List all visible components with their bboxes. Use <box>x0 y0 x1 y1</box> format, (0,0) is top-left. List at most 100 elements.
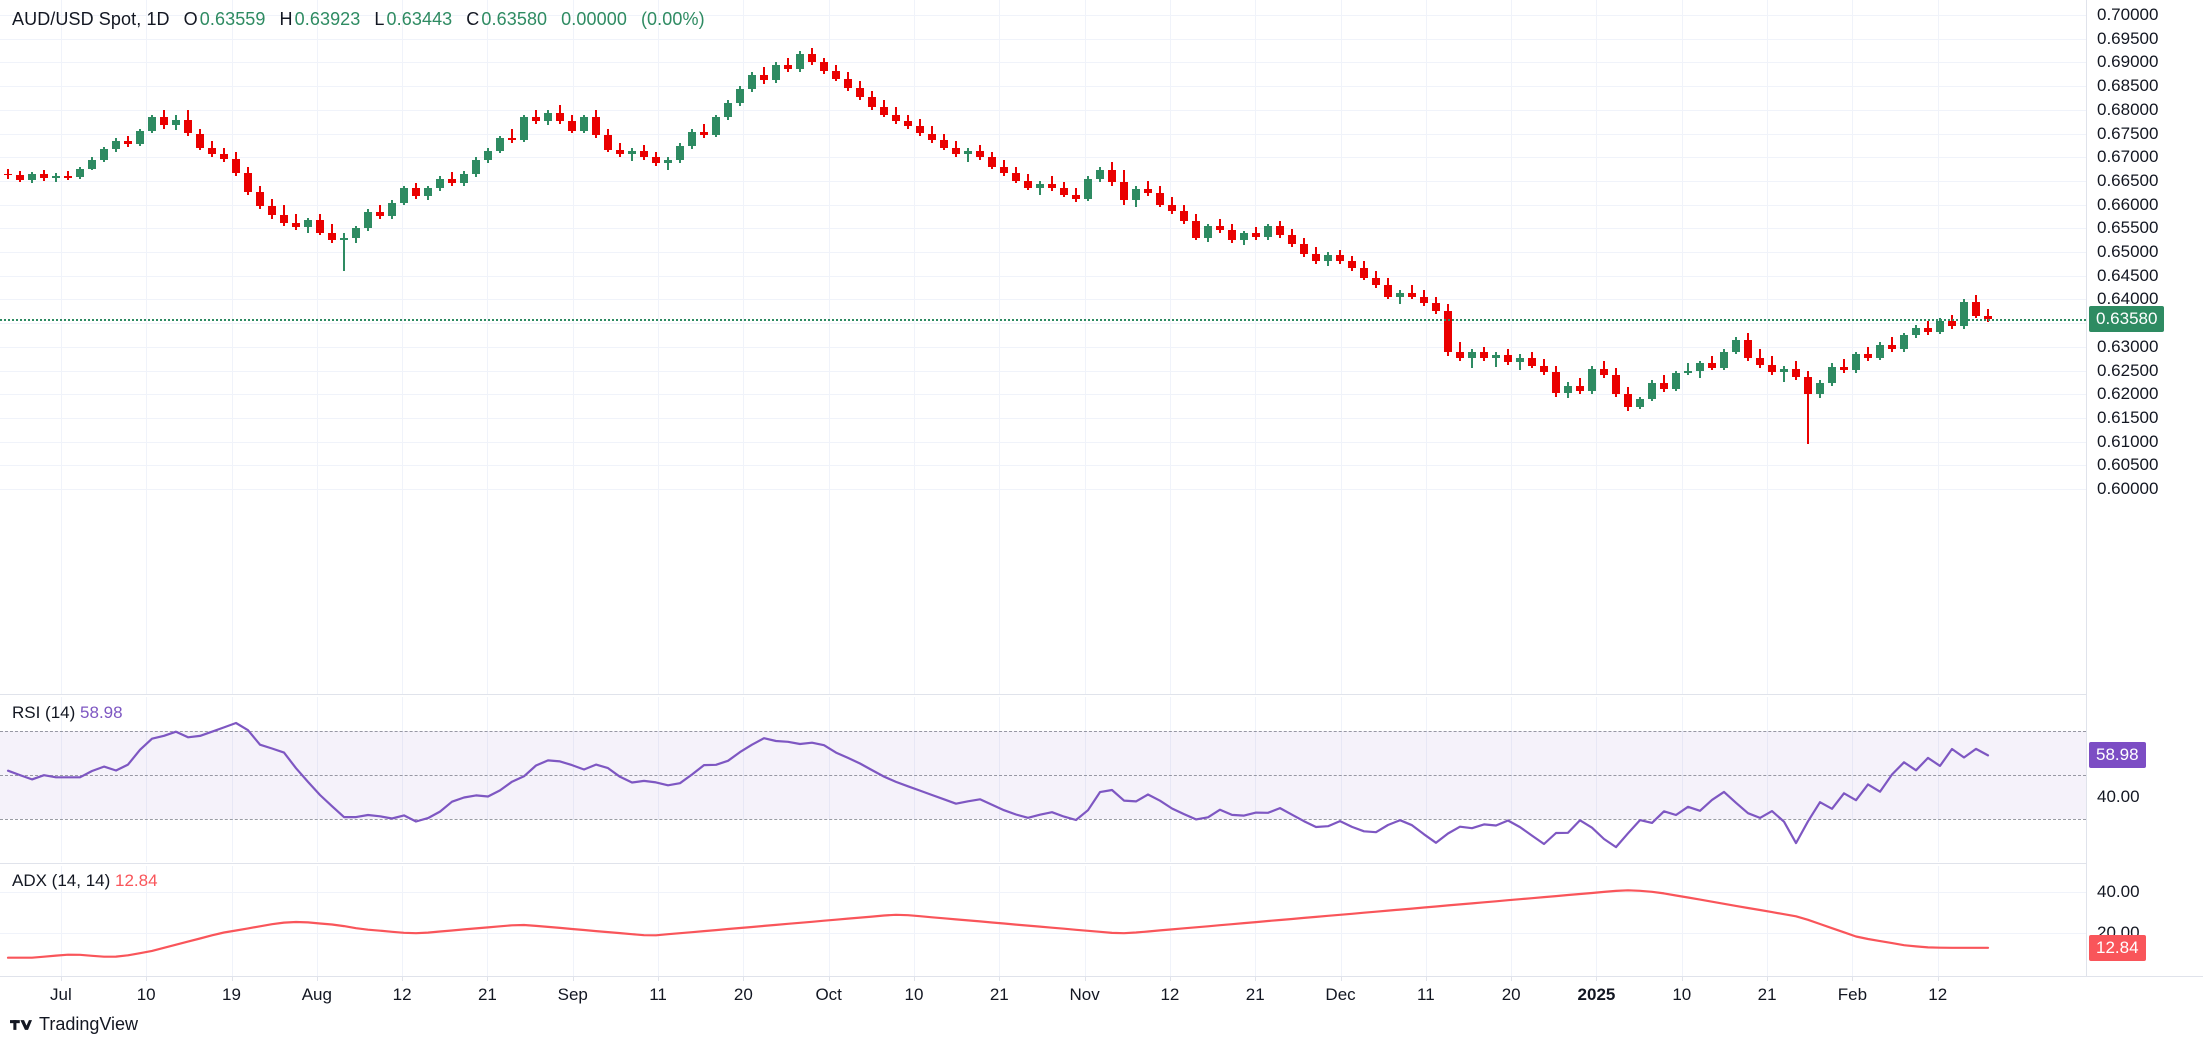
candle-body <box>1324 254 1332 261</box>
time-axis-tick <box>1255 977 1256 981</box>
candle-body <box>1840 366 1848 371</box>
candle-wick <box>511 128 513 143</box>
price-axis-label: 0.62000 <box>2097 384 2159 404</box>
gridline <box>829 0 830 694</box>
candle-wick <box>343 233 345 271</box>
candle-wick <box>535 109 537 125</box>
candle-wick <box>295 214 297 231</box>
price-axis-label: 0.66000 <box>2097 194 2159 214</box>
candle-body <box>256 192 264 207</box>
current-price-line <box>0 319 2086 322</box>
candle-body <box>916 125 924 134</box>
candle-body <box>508 138 516 141</box>
gridline <box>1682 0 1683 694</box>
candle-body <box>1540 365 1548 373</box>
gridline <box>61 697 62 862</box>
candle-body <box>208 147 216 155</box>
candle-body <box>832 70 840 79</box>
candle-wick <box>1411 285 1413 300</box>
candle-body <box>1168 204 1176 212</box>
candle-body <box>16 175 24 180</box>
adx-value-badge[interactable]: 12.84 <box>2089 934 2146 961</box>
time-axis-tick <box>1596 977 1597 981</box>
candle-body <box>616 149 624 155</box>
gridline <box>0 133 2086 135</box>
time-axis[interactable]: Jul 10 19 Aug 12 21 Sep 11 20 Oct 10 21 Nov 12 21 Dec 11… <box>0 977 2203 1010</box>
candle-body <box>1336 254 1344 262</box>
gridline <box>0 180 2086 182</box>
high-value: 0.63923 <box>294 9 361 29</box>
candle-body <box>196 133 204 148</box>
candle-body <box>1912 327 1920 336</box>
tradingview-wordmark: TradingView <box>39 1014 139 1034</box>
candle-body <box>880 106 888 115</box>
gridline <box>0 15 2086 16</box>
candle-body <box>472 160 480 175</box>
candle-body <box>736 88 744 104</box>
adx-line-series <box>6 889 1990 959</box>
candle-wick <box>967 147 969 162</box>
gridline <box>1426 697 1427 862</box>
time-axis-label: Oct <box>815 985 842 1004</box>
candle-body <box>1924 327 1932 332</box>
tradingview-logo[interactable]: TradingView <box>10 1014 138 1035</box>
candle-body <box>952 147 960 155</box>
gridline <box>146 0 147 694</box>
gridline <box>573 0 574 694</box>
open-value: 0.63559 <box>199 9 266 29</box>
candle-body <box>1876 344 1884 359</box>
candle-body <box>1744 340 1752 359</box>
rsi-legend[interactable]: RSI (14) 58.98 <box>12 703 123 723</box>
close-value: 0.63580 <box>481 9 548 29</box>
price-axis-label: 0.62500 <box>2097 360 2159 380</box>
gridline <box>0 62 2086 64</box>
price-axis-label: 0.63000 <box>2097 336 2159 356</box>
rsi-pane[interactable] <box>0 697 2086 862</box>
candle-body <box>100 148 108 161</box>
candle-body <box>628 150 636 155</box>
gridline <box>1255 0 1256 694</box>
gridline <box>743 866 744 976</box>
time-axis-label: 12 <box>392 985 412 1004</box>
rsi-value-badge[interactable]: 58.98 <box>2089 742 2146 769</box>
candle-body <box>1564 385 1572 394</box>
time-axis-tick <box>573 977 574 981</box>
candle-body <box>988 157 996 167</box>
time-axis-label: 21 <box>477 985 497 1004</box>
rsi-level-line <box>0 731 2086 733</box>
candle-body <box>724 103 732 118</box>
price-pane[interactable] <box>0 0 2086 694</box>
candle-body <box>1936 321 1944 332</box>
gridline <box>743 697 744 862</box>
candle-body <box>1264 226 1272 238</box>
footer: TradingView <box>0 1010 2203 1043</box>
candle-wick <box>451 172 453 186</box>
adx-legend[interactable]: ADX (14, 14) 12.84 <box>12 871 158 891</box>
candle-body <box>1696 363 1704 372</box>
price-axis-label: 0.65500 <box>2097 218 2159 238</box>
candle-body <box>112 140 120 149</box>
candle-body <box>1396 292 1404 297</box>
candle-wick <box>1807 370 1809 444</box>
current-price-badge[interactable]: 0.63580 <box>2089 306 2165 333</box>
candle-body <box>376 212 384 216</box>
gridline <box>1426 866 1427 976</box>
price-axis-label: 0.68000 <box>2097 99 2159 119</box>
chart-legend[interactable]: AUD/USD Spot, 1D O 0.63559 H 0.63923 L 0.63443… <box>12 9 707 30</box>
adx-level-line <box>0 892 2086 894</box>
symbol-title[interactable]: AUD/USD Spot, 1D <box>12 9 170 29</box>
adx-pane[interactable] <box>0 866 2086 976</box>
gridline <box>146 697 147 862</box>
time-axis-tick <box>1682 977 1683 981</box>
adx-legend-value: 12.84 <box>115 871 158 890</box>
candle-body <box>1600 368 1608 376</box>
gridline <box>0 417 2086 419</box>
candle-body <box>172 120 180 125</box>
candle-body <box>1468 352 1476 359</box>
price-axis[interactable]: 0.70000 0.69500 0.69000 0.68500 0.68000 0.675… <box>2087 0 2203 976</box>
candle-body <box>1828 366 1836 383</box>
candle-body <box>1408 292 1416 297</box>
gridline <box>1767 697 1768 862</box>
time-axis-tick <box>232 977 233 981</box>
